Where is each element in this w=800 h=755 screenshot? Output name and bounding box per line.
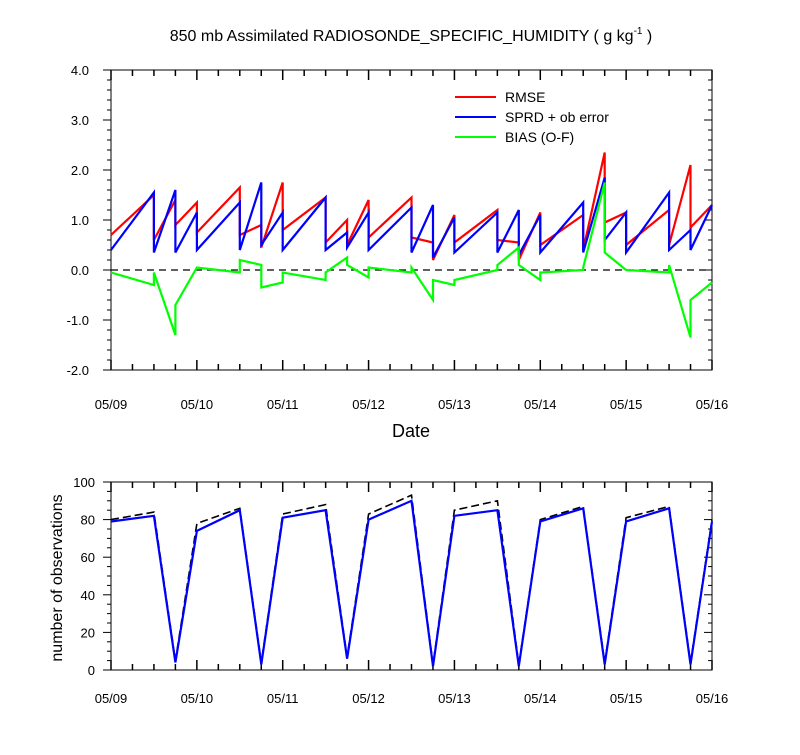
x-tick-label-05-10: 05/10 [181, 397, 214, 412]
x-tick-label-05-15: 05/15 [610, 691, 643, 706]
legend-label-rmse: RMSE [505, 89, 545, 105]
y-tick-label-0: 0 [88, 663, 95, 678]
panel2-frame [110, 481, 713, 671]
series-line-possible [110, 494, 713, 665]
series-line-assimilated [110, 499, 714, 667]
y-tick-label-1-0: 1.0 [71, 213, 89, 228]
panel1-ticks [103, 69, 713, 371]
panel2-ticks [103, 481, 713, 671]
rmse-spread-bias-panel: 05/09 05/10 05/11 05/12 05/13 05/14 05/15 05/16… [67, 63, 729, 412]
panel1-y-tick-labels: -2.0 -1.0 0.0 1.0 2.0 3.0 4.0 [67, 63, 89, 378]
y-axis-title-observations: number of observations [49, 494, 66, 661]
panel2-y-tick-labels: 0 20 40 60 80 100 [73, 475, 95, 678]
legend-label-bias-o-f: BIAS (O-F) [505, 129, 574, 145]
x-tick-label-05-16: 05/16 [696, 397, 729, 412]
x-tick-label-05-10: 05/10 [181, 691, 214, 706]
y-tick-label-100: 100 [73, 475, 95, 490]
chart-title-main: 850 mb Assimilated RADIOSONDE_SPECIFIC_H… [170, 28, 634, 45]
y-tick-label-2-0: 2.0 [71, 163, 89, 178]
y-tick-label-40: 40 [81, 588, 95, 603]
x-tick-label-05-16: 05/16 [696, 691, 729, 706]
series-line-rmse [110, 152, 713, 261]
panel2-x-tick-labels: 05/09 05/10 05/11 05/12 05/13 05/14 05/15 05/16 [95, 691, 729, 706]
x-axis-title: Date [392, 421, 430, 441]
chart-title: 850 mb Assimilated RADIOSONDE_SPECIFIC_H… [170, 26, 653, 45]
observation-count-panel: 05/09 05/10 05/11 05/12 05/13 05/14 05/15 05/16… [49, 475, 728, 706]
y-tick-label-60: 60 [81, 550, 95, 565]
x-tick-label-05-15: 05/15 [610, 397, 643, 412]
x-tick-label-05-12: 05/12 [352, 691, 385, 706]
y-tick-label-20: 20 [81, 625, 95, 640]
x-tick-label-05-13: 05/13 [438, 691, 471, 706]
panel1-series [110, 152, 713, 338]
x-tick-label-05-11: 05/11 [267, 691, 299, 706]
y-tick-label-0-0: 0.0 [71, 263, 89, 278]
x-tick-label-05-14: 05/14 [524, 397, 557, 412]
series-line-bias-o-f [110, 182, 713, 338]
x-tick-label-05-09: 05/09 [95, 397, 128, 412]
y-tick-label-4-0: 4.0 [71, 63, 89, 78]
y-tick-label-80: 80 [81, 513, 95, 528]
x-tick-label-05-11: 05/11 [267, 397, 299, 412]
panel1-x-tick-labels: 05/09 05/10 05/11 05/12 05/13 05/14 05/15 05/16 [95, 397, 729, 412]
panel2-series [110, 494, 714, 667]
series-line-sprd-ob-error [110, 177, 713, 259]
x-tick-label-05-12: 05/12 [352, 397, 385, 412]
y-tick-label-1-0: -1.0 [67, 313, 89, 328]
y-tick-label-3-0: 3.0 [71, 113, 89, 128]
chart-title-superscript: -1 [634, 26, 643, 37]
chart-title-end: ) [642, 28, 652, 45]
x-tick-label-05-13: 05/13 [438, 397, 471, 412]
x-tick-label-05-09: 05/09 [95, 691, 128, 706]
chart-legend: RMSE SPRD + ob error BIAS (O-F) [455, 89, 609, 145]
y-tick-label-2-0: -2.0 [67, 363, 89, 378]
x-tick-label-05-14: 05/14 [524, 691, 557, 706]
legend-label-sprd-ob-error: SPRD + ob error [505, 109, 609, 125]
